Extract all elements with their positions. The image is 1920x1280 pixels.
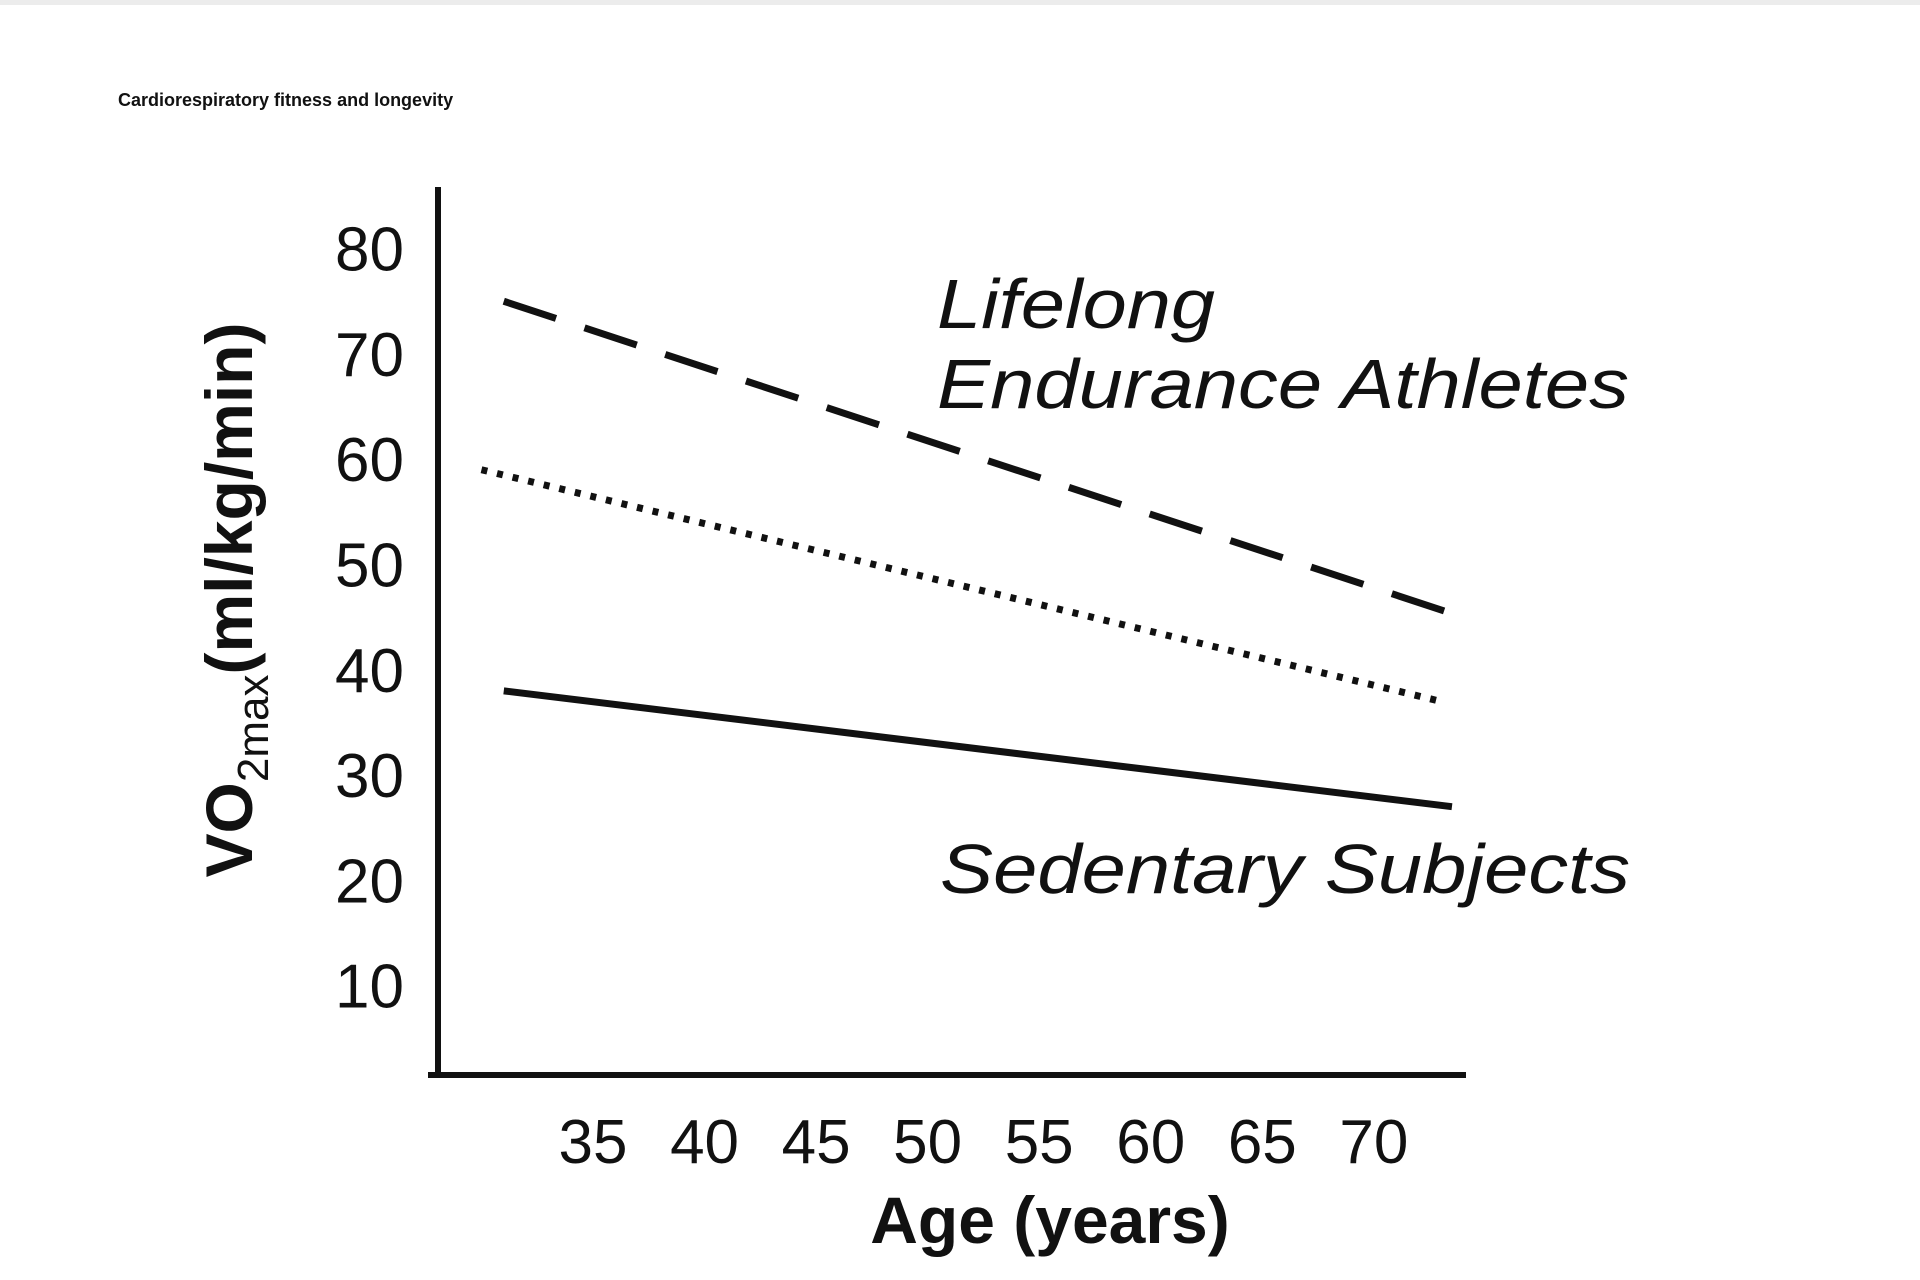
annotation-endurance-athletes: Endurance Athletes xyxy=(937,345,1629,423)
y-axis-label-subscript: 2max xyxy=(229,675,278,783)
y-tick-label: 70 xyxy=(335,321,404,390)
y-axis-label-main: VO xyxy=(192,782,266,877)
x-tick-label: 60 xyxy=(1116,1108,1185,1177)
y-tick-label: 60 xyxy=(335,426,404,495)
x-tick-label: 55 xyxy=(1005,1108,1074,1177)
x-tick-label: 65 xyxy=(1228,1108,1297,1177)
series-lines xyxy=(480,297,1465,811)
chart-title: Cardiorespiratory fitness and longevity xyxy=(118,90,453,110)
y-axis-label: VO2max(ml/kg/min) xyxy=(192,323,278,878)
y-tick-label: 40 xyxy=(335,637,404,706)
x-tick-label: 45 xyxy=(782,1108,851,1177)
y-tick-label: 10 xyxy=(335,953,404,1022)
x-tick-labels: 35 40 45 50 55 60 65 70 xyxy=(559,1108,1409,1177)
y-axis-label-unit: (ml/kg/min) xyxy=(192,323,266,675)
y-tick-label: 80 xyxy=(335,216,404,285)
y-tick-label: 20 xyxy=(335,847,404,916)
y-tick-label: 30 xyxy=(335,742,404,811)
x-tick-label: 40 xyxy=(670,1108,739,1177)
y-tick-labels: 10 20 30 40 50 60 70 80 xyxy=(335,216,404,1022)
annotation-lifelong: Lifelong xyxy=(937,265,1215,343)
y-tick-label: 50 xyxy=(335,532,404,601)
x-tick-label: 70 xyxy=(1339,1108,1408,1177)
top-border xyxy=(0,0,1920,5)
x-tick-label: 50 xyxy=(893,1108,962,1177)
annotation-sedentary-subjects: Sedentary Subjects xyxy=(940,830,1630,908)
x-axis-label: Age (years) xyxy=(870,1183,1230,1257)
series-line-dotted xyxy=(480,466,1442,705)
x-tick-label: 35 xyxy=(559,1108,628,1177)
series-line-solid xyxy=(503,687,1453,811)
